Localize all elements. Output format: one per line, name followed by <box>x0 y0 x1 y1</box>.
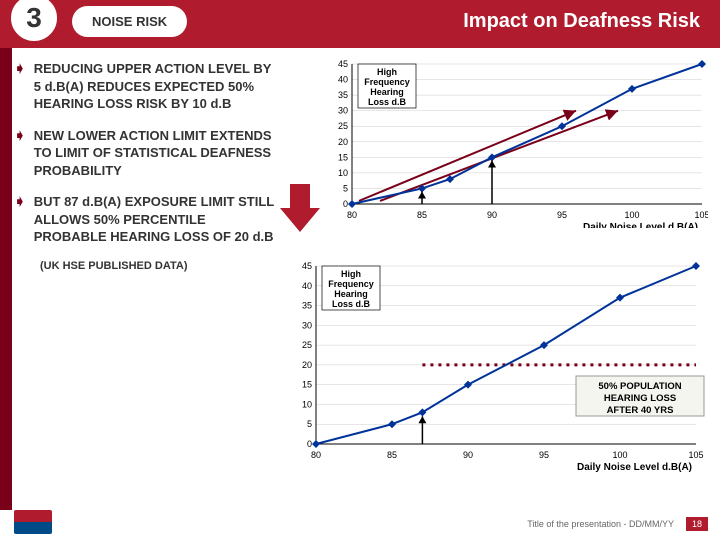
bullet-marker-icon: ➧ <box>14 193 26 246</box>
svg-text:5: 5 <box>307 419 312 429</box>
chart-lower-svg: 0 5 10 15 20 25 30 35 40 45 80 85 90 95 100 105 HighFreq… <box>280 258 708 488</box>
svg-text:5: 5 <box>343 183 348 193</box>
svg-text:10: 10 <box>302 399 312 409</box>
svg-text:100: 100 <box>612 450 627 460</box>
svg-text:Loss d.B: Loss d.B <box>332 299 371 309</box>
svg-text:Daily Noise Level d.B(A): Daily Noise Level d.B(A) <box>577 462 692 473</box>
svg-text:100: 100 <box>624 210 639 220</box>
svg-text:45: 45 <box>302 261 312 271</box>
bullet-list: ➧ REDUCING UPPER ACTION LEVEL BY 5 d.B(A… <box>14 60 274 272</box>
source-credit: (UK HSE PUBLISHED DATA) <box>40 260 274 272</box>
svg-text:35: 35 <box>338 90 348 100</box>
chart-lower: 0 5 10 15 20 25 30 35 40 45 80 85 90 95 100 105 HighFreq… <box>280 258 708 488</box>
svg-text:15: 15 <box>338 152 348 162</box>
bullet-item: ➧ BUT 87 d.B(A) EXPOSURE LIMIT STILL ALL… <box>14 193 274 246</box>
svg-text:Hearing: Hearing <box>370 87 404 97</box>
svg-text:25: 25 <box>302 340 312 350</box>
svg-text:95: 95 <box>557 210 567 220</box>
svg-text:20: 20 <box>338 137 348 147</box>
svg-text:Frequency: Frequency <box>364 77 410 87</box>
svg-text:Hearing: Hearing <box>334 289 368 299</box>
svg-text:30: 30 <box>302 320 312 330</box>
svg-text:HEARING LOSS: HEARING LOSS <box>604 393 676 404</box>
footer: Title of the presentation - DD/MM/YY 18 <box>0 514 720 534</box>
svg-text:95: 95 <box>539 450 549 460</box>
slide-title: Impact on Deafness Risk <box>463 10 700 33</box>
bullet-marker-icon: ➧ <box>14 127 26 180</box>
chart-upper: 0 5 10 15 20 25 30 35 40 45 80 85 90 95 100 105 HighFreq… <box>320 58 708 228</box>
svg-text:0: 0 <box>343 199 348 209</box>
svg-text:85: 85 <box>417 210 427 220</box>
footer-text: Title of the presentation - DD/MM/YY <box>527 519 674 529</box>
svg-text:AFTER 40 YRS: AFTER 40 YRS <box>607 405 674 416</box>
bullet-item: ➧ NEW LOWER ACTION LIMIT EXTENDS TO LIMI… <box>14 127 274 180</box>
svg-text:85: 85 <box>387 450 397 460</box>
bullet-text: REDUCING UPPER ACTION LEVEL BY 5 d.B(A) … <box>34 60 274 113</box>
chart-upper-svg: 0 5 10 15 20 25 30 35 40 45 80 85 90 95 100 105 HighFreq… <box>320 58 708 228</box>
svg-text:90: 90 <box>463 450 473 460</box>
svg-text:High: High <box>377 67 397 77</box>
svg-text:25: 25 <box>338 121 348 131</box>
svg-text:Daily Noise Level d.B(A): Daily Noise Level d.B(A) <box>583 222 698 228</box>
svg-text:35: 35 <box>302 301 312 311</box>
svg-text:40: 40 <box>338 75 348 85</box>
header-bar: 3 NOISE RISK Impact on Deafness Risk <box>0 0 720 48</box>
svg-text:80: 80 <box>311 450 321 460</box>
svg-text:105: 105 <box>694 210 708 220</box>
svg-text:80: 80 <box>347 210 357 220</box>
svg-text:15: 15 <box>302 380 312 390</box>
slide-number-badge: 3 <box>8 0 60 44</box>
left-sidebar-accent <box>0 48 12 510</box>
svg-text:30: 30 <box>338 106 348 116</box>
page-number: 18 <box>686 517 708 531</box>
svg-text:45: 45 <box>338 59 348 69</box>
bullet-text: BUT 87 d.B(A) EXPOSURE LIMIT STILL ALLOW… <box>34 193 274 246</box>
svg-text:0: 0 <box>307 439 312 449</box>
svg-text:105: 105 <box>688 450 703 460</box>
svg-text:50% POPULATION: 50% POPULATION <box>598 381 681 392</box>
svg-text:Loss d.B: Loss d.B <box>368 97 407 107</box>
risk-pill: NOISE RISK <box>72 6 187 37</box>
svg-text:90: 90 <box>487 210 497 220</box>
svg-text:10: 10 <box>338 168 348 178</box>
bullet-marker-icon: ➧ <box>14 60 26 113</box>
bullet-item: ➧ REDUCING UPPER ACTION LEVEL BY 5 d.B(A… <box>14 60 274 113</box>
svg-text:High: High <box>341 269 361 279</box>
bullet-text: NEW LOWER ACTION LIMIT EXTENDS TO LIMIT … <box>34 127 274 180</box>
svg-text:40: 40 <box>302 281 312 291</box>
svg-text:Frequency: Frequency <box>328 279 374 289</box>
svg-text:20: 20 <box>302 360 312 370</box>
